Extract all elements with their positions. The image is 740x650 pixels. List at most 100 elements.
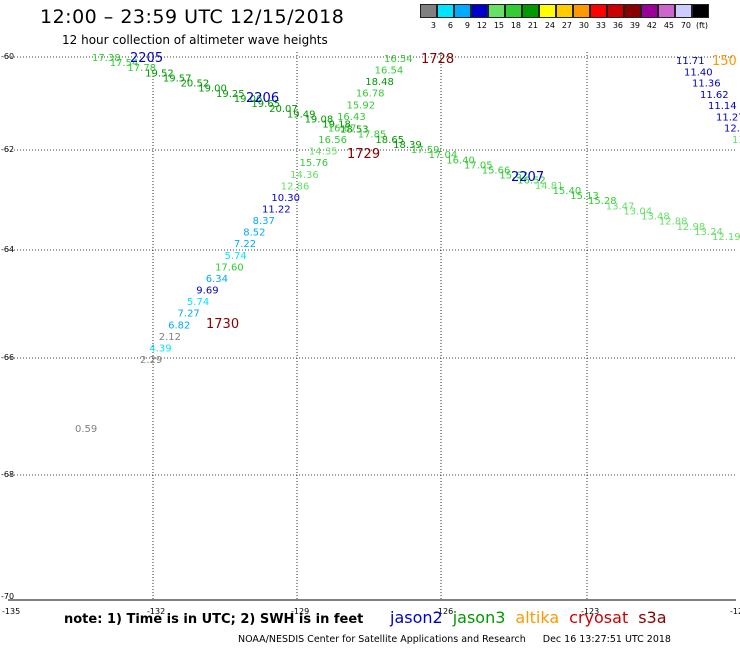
wave-height-value: 20.07 [269,104,298,115]
latitude-labels: -60 -62 -64 -66 -68 -70 [1,52,14,601]
wave-height-value: 13.04 [623,206,652,217]
wave-height-value: 17.85 [358,130,387,141]
wave-height-value: 15.62 [499,171,528,182]
wave-height-value: 14.81 [535,181,564,192]
wave-height-value: 14.35 [309,147,338,158]
legend-swatches [420,4,709,18]
legend-label: 33 [595,21,606,30]
legend-swatch [675,4,692,18]
legend-swatch [539,4,556,18]
wave-height-value: 5.74 [187,297,209,308]
wave-height-value: 19.57 [163,73,192,84]
wave-height-value: 16.56 [318,135,347,146]
pass-time-label: 2207 [511,170,544,185]
wave-height-value: 16.54 [384,54,413,65]
satellite-legend: jason2 jason3 altika cryosat s3a [390,608,677,627]
wave-height-value: 17.54 [110,58,139,69]
legend-label: 30 [578,21,589,30]
wave-height-value: 2.12 [159,332,181,343]
legend-label: 12 [476,21,487,30]
wave-height-value: 16.40 [446,155,475,166]
latitude-label: -64 [1,245,14,254]
wave-height-value: 6.82 [168,320,190,331]
wave-height-value: 11.36 [692,79,721,90]
wave-height-value: 17.05 [464,160,493,171]
legend-swatch [522,4,539,18]
wave-height-value: 16.52 [517,176,546,187]
legend-label: (ft) [695,21,708,30]
longitude-label: -132 [147,607,165,616]
satellite-name: cryosat [569,608,629,627]
legend-label: 18 [510,21,521,30]
wave-height-value: 10.30 [271,193,300,204]
wave-height-value: 15.13 [570,191,599,202]
satellite-name: jason2 [390,608,443,627]
wave-height-value: 20.52 [181,79,210,90]
color-legend: 3 6 9 12 15 18 21 24 27 30 33 36 39 42 45 70 (ft) [420,4,709,30]
legend-swatch [573,4,590,18]
longitude-label: -126 [435,607,453,616]
legend-label: 9 [464,21,470,30]
wave-height-value: 11.71 [676,56,705,67]
wave-height-value: 9.69 [196,286,218,297]
wave-height-value: 19.06 [234,94,263,105]
wave-height-value: 14.36 [290,170,319,181]
wave-height-value: 11.22 [262,205,291,216]
wave-height-value: 16.54 [375,66,404,77]
legend-label: 45 [663,21,674,30]
latitude-label: -66 [1,353,14,362]
wave-height-value: 8.52 [243,228,265,239]
legend-label: 15 [493,21,504,30]
wave-height-value: 16.43 [337,112,366,123]
footer-note: note: 1) Time is in UTC; 2) SWH is in fe… [64,612,364,627]
wave-height-value: 19.49 [287,109,316,120]
pass-time-label: 2205 [130,51,163,66]
wave-height-value: 12.98 [677,222,706,233]
wave-height-value: 15.76 [300,158,329,169]
wave-height-value: 16.67 [328,123,357,134]
pass-time-label: 1730 [206,317,239,332]
wave-height-value: 4.39 [149,343,171,354]
wave-height-value: 18.39 [393,140,422,151]
map-subtitle: 12 hour collection of altimeter wave hei… [62,33,328,47]
legend-label: 6 [447,21,453,30]
legend-label: 42 [646,21,657,30]
pass-time-label: 150 [712,54,737,69]
legend-swatch [624,4,641,18]
wave-height-value: 2.29 [140,355,162,366]
wave-height-value: 17.78 [127,63,156,74]
wave-height-value: 6.34 [206,274,228,285]
wave-height-value: 12.19 [712,232,740,243]
legend-label: 24 [544,21,555,30]
legend-swatch [471,4,488,18]
legend-swatch [437,4,454,18]
wave-height-value: 19.08 [305,114,334,125]
wave-height-value: 5.74 [224,251,246,262]
map-grid [8,52,736,601]
longitude-label: -135 [2,607,20,616]
wave-height-value: 8.37 [253,216,275,227]
wave-height-value: 15.66 [482,166,511,177]
legend-swatch [454,4,471,18]
latitude-label: -60 [1,52,14,61]
latitude-label: -68 [1,470,14,479]
wave-height-value: 11.14 [708,101,737,112]
wave-height-value: 7.22 [234,239,256,250]
wave-height-value: 19.18 [322,119,351,130]
legend-label: 36 [612,21,623,30]
wave-height-value: 19.25 [216,89,245,100]
satellite-name: s3a [638,608,667,627]
wave-height-value: 11.40 [684,67,713,78]
longitude-label: -129 [291,607,309,616]
wave-height-value: 18.53 [340,125,369,136]
legend-label: 21 [527,21,538,30]
longitude-labels: -135 -132 -129 -126 -123 -120 [2,607,740,616]
wave-height-value: 13.24 [694,227,723,238]
wave-height-value: 13 [732,135,740,146]
legend-label: 27 [561,21,572,30]
latitude-label: -62 [1,145,14,154]
pass-time-label: 1728 [421,52,454,67]
credit-line: NOAA/NESDIS Center for Satellite Applica… [238,634,671,645]
wave-height-value: 17.38 [92,53,121,64]
legend-swatch [692,4,709,18]
